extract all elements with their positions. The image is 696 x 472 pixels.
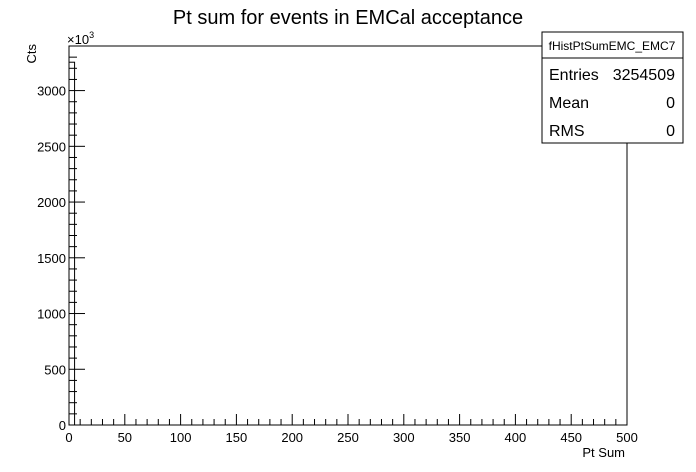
x-tick-label: 0	[65, 430, 72, 445]
y-axis: 0 500 1000 1500 2000 2500 3000	[37, 45, 85, 433]
stats-entries-label: Entries	[549, 67, 599, 84]
stats-rms-value: 0	[666, 123, 675, 140]
stats-mean-value: 0	[666, 95, 675, 112]
x-tick-label: 350	[449, 430, 471, 445]
y-axis-label: Cts	[24, 44, 39, 64]
y-tick-label: 1000	[37, 307, 66, 322]
x-tick-label: 400	[505, 430, 527, 445]
y-tick-label: 2000	[37, 195, 66, 210]
x-axis-label: Pt Sum	[582, 445, 625, 460]
y-tick-label: 3000	[37, 84, 66, 99]
x-tick-label: 500	[616, 430, 638, 445]
y-axis-multiplier: ×103	[67, 30, 94, 47]
x-tick-label: 200	[281, 430, 303, 445]
stats-box-title: fHistPtSumEMC_EMC7	[549, 39, 676, 53]
y-tick-label: 500	[44, 362, 66, 377]
y-tick-label: 1500	[37, 251, 66, 266]
x-tick-label: 250	[337, 430, 359, 445]
x-axis: 0 50 100 150 200 250 300 350 400 450 500	[65, 414, 638, 445]
stats-entries-value: 3254509	[613, 67, 675, 84]
histogram-bars	[68, 61, 76, 426]
x-tick-label: 100	[170, 430, 192, 445]
x-tick-label: 450	[560, 430, 582, 445]
histogram-bar	[68, 61, 76, 426]
x-tick-label: 150	[226, 430, 248, 445]
y-tick-label: 0	[59, 418, 66, 433]
stats-rms-label: RMS	[549, 123, 585, 140]
chart-title: Pt sum for events in EMCal acceptance	[173, 7, 523, 29]
stats-box: fHistPtSumEMC_EMC7 Entries 3254509 Mean …	[541, 31, 684, 144]
x-tick-label: 300	[393, 430, 415, 445]
x-tick-label: 50	[118, 430, 132, 445]
stats-mean-label: Mean	[549, 95, 589, 112]
y-tick-label: 2500	[37, 139, 66, 154]
